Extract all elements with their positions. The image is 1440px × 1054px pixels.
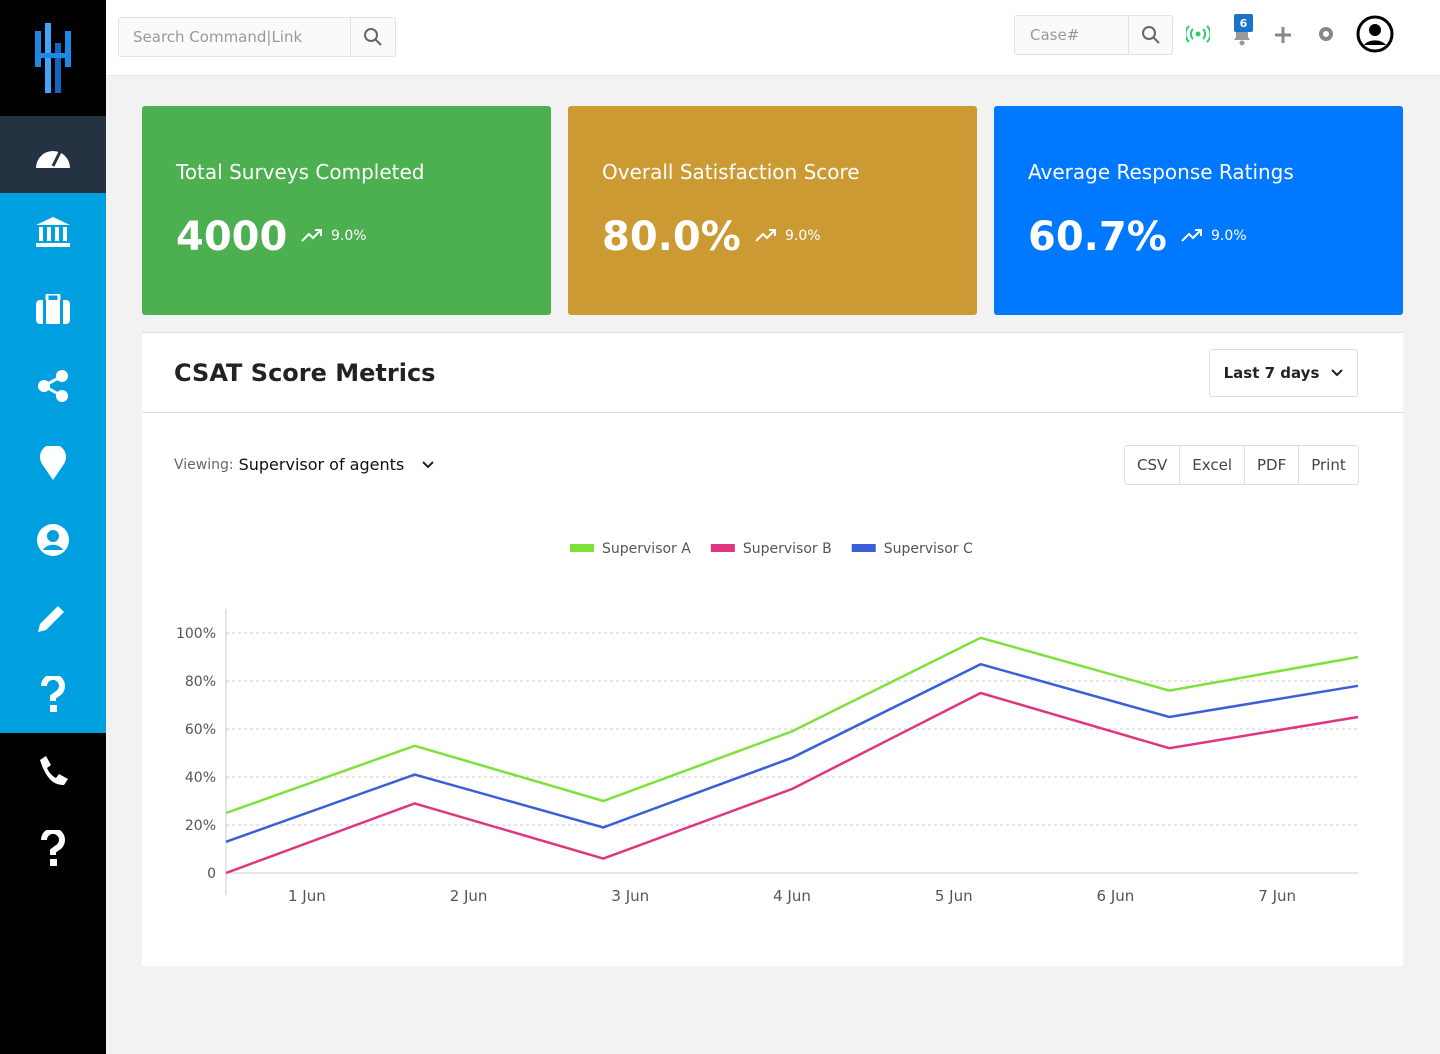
nav-share[interactable] xyxy=(0,347,106,424)
card-value: 4000 xyxy=(176,214,288,260)
briefcase-icon xyxy=(36,293,70,324)
card-title: Total Surveys Completed xyxy=(176,160,425,184)
case-placeholder: Case# xyxy=(1030,26,1080,44)
x-tick-label: 6 Jun xyxy=(1097,887,1135,905)
dashboard-icon xyxy=(36,150,70,168)
case-search[interactable]: Case# xyxy=(1014,15,1173,55)
range-dropdown[interactable]: Last 7 days xyxy=(1209,349,1358,397)
phone-icon xyxy=(40,755,68,785)
chevron-icon xyxy=(1331,369,1344,377)
bank-icon xyxy=(36,216,70,247)
viewing-selector[interactable]: Viewing: Supervisor of agents xyxy=(174,455,435,474)
card-title: Average Response Ratings xyxy=(1028,160,1294,184)
avatar-icon[interactable] xyxy=(1356,15,1394,53)
y-tick-label: 40% xyxy=(185,770,216,786)
user-icon xyxy=(37,523,69,556)
trend-icon xyxy=(755,229,776,242)
x-tick-label: 1 Jun xyxy=(288,887,326,905)
card-title: Overall Satisfaction Score xyxy=(602,160,860,184)
search-box[interactable]: Search Command|Link xyxy=(118,17,396,57)
legend-swatch xyxy=(570,544,594,552)
card-value: 80.0% xyxy=(602,214,741,260)
viewing-value: Supervisor of agents xyxy=(238,455,405,474)
nav-cases[interactable] xyxy=(0,270,106,347)
chevron-icon xyxy=(422,460,434,468)
case-search-button[interactable] xyxy=(1128,16,1172,54)
legend-label: Supervisor B xyxy=(743,541,832,557)
add-icon[interactable] xyxy=(1274,26,1292,44)
legend-swatch xyxy=(851,544,876,552)
y-tick-label: 100% xyxy=(176,626,216,642)
export-button[interactable]: Print xyxy=(1298,445,1359,485)
sidebar xyxy=(0,0,106,1054)
y-tick-label: 60% xyxy=(185,722,216,738)
x-tick-label: 4 Jun xyxy=(773,887,811,905)
card-change: 9.0% xyxy=(755,228,821,244)
nav-location[interactable] xyxy=(0,424,106,501)
top-bar: Search Command|Link Case# 6 xyxy=(106,0,1440,76)
csat-panel: CSAT Score Metrics Last 7 days Viewing: … xyxy=(142,332,1403,966)
x-tick-label: 5 Jun xyxy=(935,887,973,905)
divider xyxy=(142,412,1403,413)
series-line xyxy=(225,636,1359,815)
settings-icon[interactable] xyxy=(1317,25,1335,43)
range-label: Last 7 days xyxy=(1223,364,1320,382)
nav-phone[interactable] xyxy=(0,732,106,809)
pencil-icon xyxy=(38,605,64,632)
nav-profile[interactable] xyxy=(0,501,106,578)
change-value: 9.0% xyxy=(1211,228,1247,244)
trend-icon xyxy=(301,229,322,242)
legend-label: Supervisor C xyxy=(884,541,973,557)
trend-icon xyxy=(1181,229,1202,242)
nav-bank[interactable] xyxy=(0,193,106,270)
kpi-card: Total Surveys Completed 4000 9.0% xyxy=(142,106,551,315)
search-icon xyxy=(1141,26,1160,44)
card-change: 9.0% xyxy=(1181,228,1247,244)
kpi-card: Average Response Ratings 60.7% 9.0% xyxy=(994,106,1403,315)
card-change: 9.0% xyxy=(301,228,367,244)
series-line xyxy=(225,691,1359,875)
change-value: 9.0% xyxy=(331,228,367,244)
legend-label: Supervisor A xyxy=(602,541,691,557)
export-button[interactable]: PDF xyxy=(1244,445,1300,485)
nav-dashboard[interactable] xyxy=(0,116,106,193)
search-placeholder: Search Command|Link xyxy=(133,28,303,46)
panel-title: CSAT Score Metrics xyxy=(174,359,436,387)
help-icon xyxy=(40,675,65,712)
card-value: 60.7% xyxy=(1028,214,1167,260)
search-button[interactable] xyxy=(350,18,395,56)
help-icon xyxy=(40,829,65,866)
line-chart: 0 20% 40% 60% 80% 100% 1 Jun 2 Jun 3 Jun 4 Jun 5 J… xyxy=(176,541,1359,905)
x-tick-label: 7 Jun xyxy=(1258,887,1296,905)
nav-help[interactable] xyxy=(0,655,106,732)
viewing-label: Viewing: xyxy=(174,456,234,473)
y-tick-label: 0 xyxy=(207,866,216,882)
broadcast-icon[interactable] xyxy=(1186,24,1210,44)
x-tick-label: 2 Jun xyxy=(450,887,488,905)
pin-icon xyxy=(40,445,66,480)
x-tick-label: 3 Jun xyxy=(611,887,649,905)
logo-icon xyxy=(35,23,71,93)
share-icon xyxy=(38,369,68,402)
change-value: 9.0% xyxy=(785,228,821,244)
legend-swatch xyxy=(710,544,735,552)
export-buttons: CSV Excel PDF Print xyxy=(1124,445,1359,485)
logo[interactable] xyxy=(0,0,106,116)
y-tick-label: 20% xyxy=(185,818,216,834)
search-icon xyxy=(364,28,382,46)
y-tick-label: 80% xyxy=(185,674,216,690)
series-line xyxy=(225,662,1359,843)
nav-support[interactable] xyxy=(0,809,106,886)
kpi-card: Overall Satisfaction Score 80.0% 9.0% xyxy=(568,106,977,315)
nav-edit[interactable] xyxy=(0,578,106,655)
notification-badge: 6 xyxy=(1234,14,1253,32)
